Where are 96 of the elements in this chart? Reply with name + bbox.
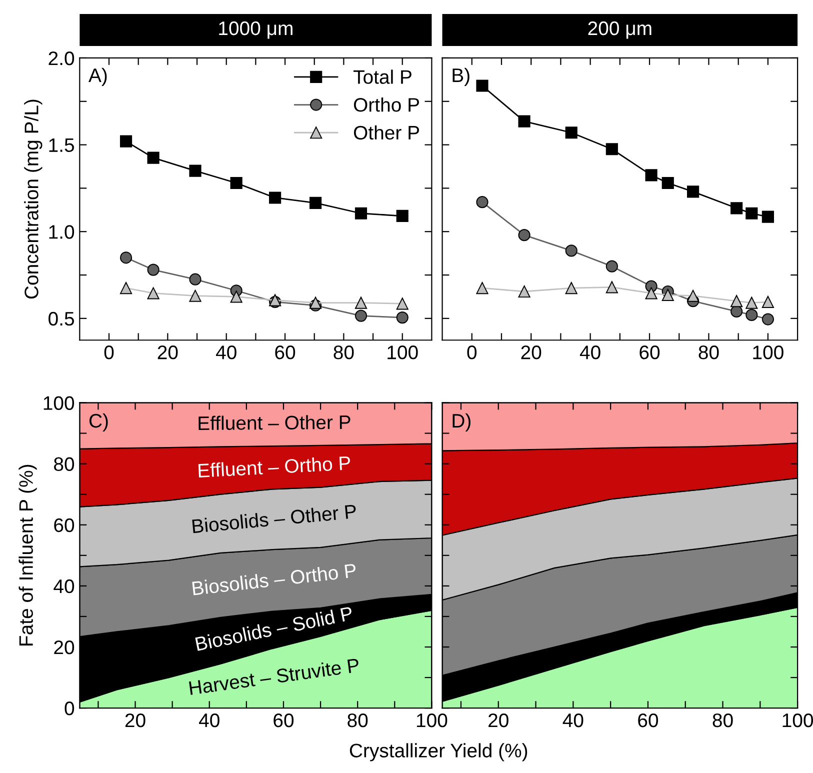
point [565, 282, 578, 294]
point [189, 164, 202, 177]
point [120, 282, 132, 294]
x-tick-label: 40 [580, 345, 600, 360]
x-tick-label: 60 [638, 713, 658, 728]
point [476, 80, 488, 92]
point [518, 115, 530, 128]
y-tick-label: 80 [54, 457, 74, 472]
point [230, 176, 242, 190]
point [762, 313, 774, 326]
annotation: A) [88, 68, 107, 86]
point [147, 264, 160, 276]
annotation: B) [452, 68, 470, 86]
series-label: Harvest – Struvite P [188, 658, 360, 696]
point [645, 287, 658, 300]
x-tick-label: 60 [274, 713, 294, 728]
y-tick-label: 1.0 [49, 225, 74, 239]
point [309, 196, 322, 209]
legend-label: Other P [354, 125, 420, 140]
point [396, 312, 408, 324]
x-tick-label: 80 [348, 713, 368, 728]
point [746, 207, 758, 220]
point [269, 192, 282, 204]
legend-label: Ortho P [354, 97, 420, 112]
x-tick-label: 100 [388, 345, 418, 360]
series-label: Biosolids – Ortho P [192, 562, 356, 596]
point [645, 169, 658, 182]
y-tick-label: 60 [54, 518, 74, 532]
x-tick-label: 80 [334, 345, 354, 360]
annotation: C) [89, 413, 108, 432]
y-tick-label: 2.0 [48, 51, 74, 66]
x-tick-label: 40 [562, 713, 584, 728]
point [396, 298, 408, 310]
point [354, 207, 368, 220]
point [147, 152, 160, 164]
point [230, 290, 242, 303]
x-tick-label: 40 [216, 345, 236, 360]
series-label: Biosolids – Other P [192, 504, 357, 534]
point [354, 310, 368, 322]
point [606, 260, 618, 272]
point [396, 210, 408, 222]
point [147, 287, 160, 300]
x-tick-label: 20 [488, 713, 508, 728]
point [476, 282, 488, 294]
x-tick-label: 40 [199, 713, 220, 728]
series-label: Biosolids – Solid P [195, 606, 354, 652]
point [476, 196, 488, 208]
x-tick-label: 60 [640, 345, 660, 360]
point [120, 135, 132, 148]
point [730, 202, 743, 214]
point [662, 288, 674, 302]
x-tick-label: 20 [158, 345, 178, 360]
point [730, 295, 743, 308]
x-tick-label: 80 [698, 345, 719, 360]
point [687, 186, 700, 198]
y-axis-title: Fate of Influent P (%) [18, 464, 37, 646]
point [762, 296, 774, 308]
x-tick-label: 80 [712, 713, 733, 728]
point [518, 285, 530, 298]
x-tick-label: 100 [416, 713, 448, 728]
point [746, 308, 758, 321]
series-label: Effluent – Ortho P [198, 456, 350, 478]
point [762, 210, 774, 223]
x-tick-label: 100 [753, 345, 784, 360]
x-tick-label: 20 [521, 345, 542, 360]
point [309, 296, 322, 309]
legend-label: Effluent – Other P [198, 414, 350, 430]
annotation: D) [452, 413, 470, 432]
point [518, 229, 530, 242]
x-axis-title: Crystallizer Yield (%) [350, 743, 528, 762]
x-tick-label: 0 [467, 345, 477, 360]
y-axis-title: Concentration (mg P/L) [24, 100, 42, 299]
x-tick-label: 20 [125, 713, 146, 728]
point [189, 273, 202, 286]
point [565, 244, 578, 257]
point [687, 290, 700, 302]
x-tick-label: 0 [104, 345, 114, 360]
y-tick-label: 100 [44, 396, 74, 410]
y-tick-label: 1.5 [49, 138, 74, 152]
point [606, 143, 618, 156]
legend-label: Total P [353, 70, 412, 84]
point [354, 296, 368, 309]
point [120, 252, 132, 264]
y-tick-label: 0 [64, 702, 74, 716]
point [606, 281, 618, 294]
y-tick-label: 0.5 [48, 312, 74, 326]
point [746, 296, 758, 309]
chart-title: 200 μm [588, 21, 652, 39]
point [565, 126, 578, 139]
x-tick-label: 100 [782, 713, 813, 728]
y-tick-label: 20 [54, 640, 74, 654]
chart-title: 1000 μm [219, 21, 292, 39]
point [662, 176, 674, 190]
x-tick-label: 60 [275, 345, 296, 360]
y-tick-label: 40 [54, 579, 74, 594]
point [189, 290, 202, 302]
